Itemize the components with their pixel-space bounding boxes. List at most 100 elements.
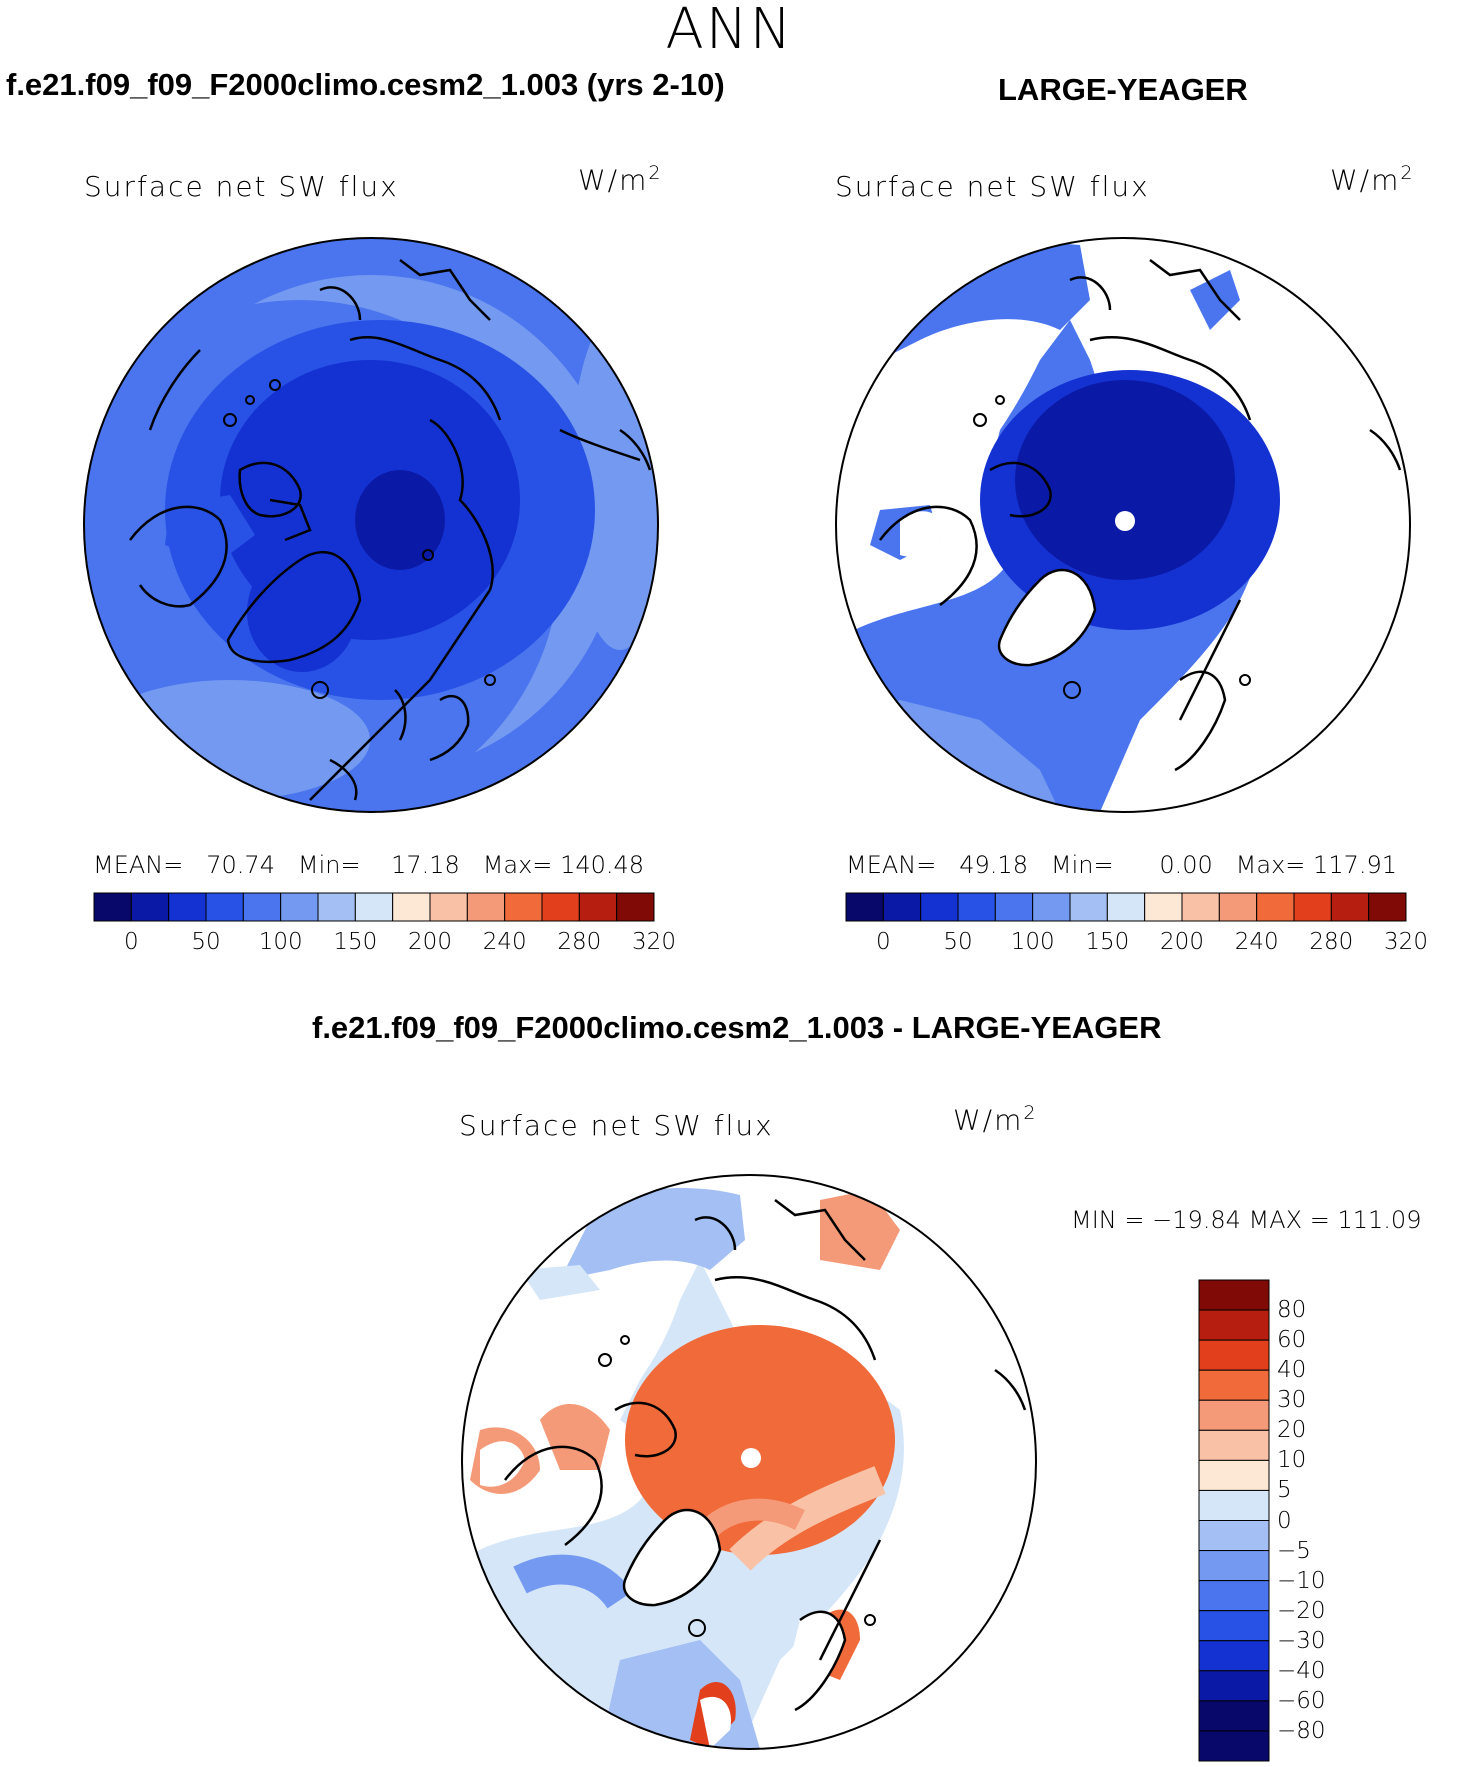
diff-colorbar-bin [1198,1399,1270,1431]
obs-mean-label: MEAN= [846,851,937,879]
obs-colorbar-tick-label: 320 [1384,929,1428,955]
test-stats: MEAN= 70.74 Min= 17.18 Max= 140.48 [93,851,644,879]
obs-panel-title: LARGE-YEAGER [998,72,1248,107]
diff-colorbar-bin [1198,1550,1270,1582]
obs-colorbar-bin [1218,892,1258,922]
obs-max-value: 117.91 [1313,851,1398,879]
test-colorbar-bin [466,892,506,922]
test-max-label: Max= [482,851,553,879]
diff-variable-name: Surface net SW flux [459,1109,774,1142]
test-mean-label: MEAN= [93,851,184,879]
obs-map-boundary [835,237,1411,813]
test-colorbar-bin [392,892,431,922]
test-colorbar-tick-label: 200 [408,929,452,955]
obs-colorbar-bin [845,892,884,922]
obs-map [836,238,1410,812]
diff-colorbar-tick-label: 0 [1277,1507,1292,1534]
test-min-value: 17.18 [391,851,460,879]
obs-colorbar-bin [1256,892,1295,922]
obs-min-value: 0.00 [1159,851,1213,879]
diff-colorbar-tick-label: 40 [1277,1357,1307,1384]
diff-colorbar-bin [1198,1610,1270,1642]
diff-colorbar-bin [1198,1459,1270,1491]
diff-colorbar-bin [1198,1369,1270,1401]
diff-colorbar-bin [1198,1489,1270,1521]
test-colorbar-tick-label: 0 [124,929,139,955]
test-colorbar-bin [504,892,543,922]
obs-colorbar [845,892,1407,922]
obs-mean-value: 49.18 [959,851,1028,879]
obs-colorbar-bin [1032,892,1071,922]
diff-colorbar-bin [1198,1580,1270,1612]
test-colorbar-bin [205,892,244,922]
obs-colorbar-bin [994,892,1034,922]
obs-colorbar-tick-label: 50 [943,929,973,955]
obs-colorbar-bin [920,892,959,922]
diff-map [462,1175,1036,1749]
diff-colorbar-bin [1198,1339,1270,1371]
obs-variable-name: Surface net SW flux [835,170,1150,203]
test-colorbar-bin [280,892,319,922]
test-colorbar-tick-label: 240 [482,929,527,955]
test-min-label: Min= [297,851,361,879]
test-colorbar-bin [242,892,282,922]
test-colorbar-bin [93,892,132,922]
test-colorbar-tick-label: 100 [258,929,303,955]
diff-colorbar-bin [1198,1520,1270,1552]
obs-colorbar-bin [882,892,922,922]
obs-min-label: Min= [1050,851,1114,879]
diff-colorbar-bin [1198,1309,1270,1341]
diff-colorbar-bin [1198,1730,1270,1762]
obs-colorbar-tick-label: 280 [1309,929,1354,955]
obs-colorbar-bin [1293,892,1332,922]
diff-colorbar-tick-label: 30 [1277,1387,1307,1414]
test-colorbar-bin [168,892,207,922]
diff-colorbar-tick-label: 5 [1277,1477,1292,1504]
diff-minmax: MIN = −19.84 MAX = 111.09 [1071,1206,1422,1234]
diff-colorbar-tick-label: −80 [1277,1717,1326,1744]
diff-colorbar [1198,1279,1270,1762]
obs-colorbar-bin [1181,892,1220,922]
test-colorbar-bin [354,892,394,922]
test-colorbar-tick-label: 280 [557,929,602,955]
diff-colorbar-tick-label: −10 [1277,1567,1326,1594]
obs-colorbar-bin [1144,892,1183,922]
test-colorbar-bin [578,892,618,922]
test-colorbar-bin [541,892,580,922]
obs-stats: MEAN= 49.18 Min= 0.00 Max= 117.91 [846,851,1397,879]
test-mean-value: 70.74 [206,851,275,879]
test-map [84,238,658,812]
obs-colorbar-tick-label: 100 [1010,929,1055,955]
diff-colorbar-bin [1198,1670,1270,1702]
test-colorbar-tick-label: 150 [333,929,378,955]
season-title: ANN [665,0,794,62]
diff-colorbar-bin [1198,1429,1270,1461]
obs-colorbar-bin [957,892,996,922]
diff-colorbar-bin [1198,1279,1270,1311]
test-units-label: W/m2 [578,162,663,197]
test-colorbar-tick-label: 320 [632,929,676,955]
diff-colorbar-bin [1198,1700,1270,1732]
diff-colorbar-tick-label: −60 [1277,1687,1326,1714]
obs-colorbar-tick-label: 0 [876,929,891,955]
diff-colorbar-bin [1198,1640,1270,1672]
test-colorbar-tick-label: 50 [191,929,221,955]
obs-colorbar-bin [1368,892,1407,922]
test-colorbar-bin [130,892,170,922]
obs-colorbar-bin [1106,892,1146,922]
obs-colorbar-tick-label: 200 [1160,929,1204,955]
diff-colorbar-tick-label: 20 [1277,1417,1307,1444]
obs-colorbar-tick-label: 150 [1085,929,1130,955]
obs-colorbar-bin [1330,892,1370,922]
obs-units-label: W/m2 [1330,162,1415,197]
diff-colorbar-tick-label: 80 [1277,1297,1307,1324]
test-panel-title: f.e21.f09_f09_F2000climo.cesm2_1.003 (yr… [6,67,725,102]
test-colorbar-bin [616,892,655,922]
diff-colorbar-tick-label: −30 [1277,1627,1326,1654]
test-colorbar-bin [429,892,468,922]
test-colorbar [93,892,655,922]
diff-colorbar-tick-label: 60 [1277,1327,1307,1354]
obs-colorbar-bin [1069,892,1108,922]
test-colorbar-bin [317,892,356,922]
